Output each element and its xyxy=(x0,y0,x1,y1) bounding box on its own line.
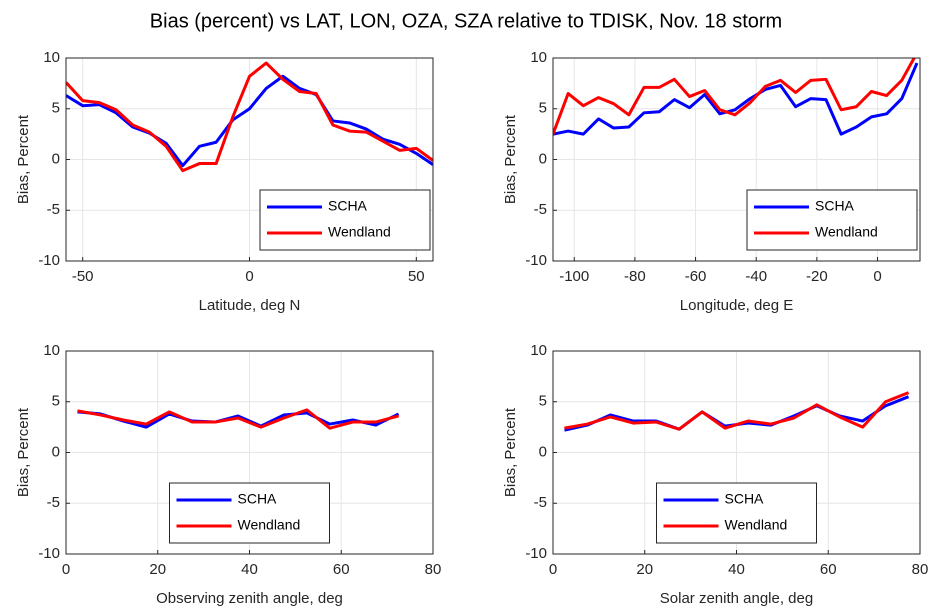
axes-box xyxy=(65,350,434,555)
y-tick-label: 5 xyxy=(539,100,547,117)
x-tick-label: 20 xyxy=(149,561,166,578)
x-tick-label: 80 xyxy=(912,561,929,578)
y-tick-label: 10 xyxy=(43,342,60,359)
x-tick-label: -100 xyxy=(559,268,589,285)
legend-box xyxy=(169,482,330,544)
y-tick-label: 0 xyxy=(52,443,60,460)
y-tick-label: -10 xyxy=(38,545,60,562)
y-tick-label: 10 xyxy=(43,49,60,66)
y-axis-label: Bias, Percent xyxy=(15,407,32,497)
series-line xyxy=(77,410,400,429)
series-line xyxy=(564,391,910,431)
y-tick-label: -5 xyxy=(47,494,60,511)
series-line xyxy=(66,74,433,168)
legend-box xyxy=(746,189,918,251)
y-axis-label: Bias, Percent xyxy=(502,114,519,204)
x-tick-label: 40 xyxy=(728,561,745,578)
y-tick-label: -5 xyxy=(534,494,547,511)
legend-label: SCHA xyxy=(328,198,368,214)
legend-label: Wendland xyxy=(238,517,301,533)
x-tick-label: -60 xyxy=(685,268,707,285)
series-line xyxy=(553,58,916,135)
x-tick-label: 0 xyxy=(549,561,557,578)
series-line xyxy=(66,61,433,173)
y-tick-label: -5 xyxy=(534,201,547,218)
x-axis-label: Latitude, deg N xyxy=(199,297,301,314)
x-tick-label: 20 xyxy=(636,561,653,578)
legend-label: SCHA xyxy=(238,491,278,507)
y-tick-label: 0 xyxy=(539,150,547,167)
legend-box xyxy=(656,482,817,544)
y-tick-label: 10 xyxy=(530,342,547,359)
series-line xyxy=(553,62,919,136)
y-tick-label: 10 xyxy=(530,49,547,66)
y-tick-label: -10 xyxy=(38,252,60,269)
legend: SCHA Wendland xyxy=(259,189,431,251)
x-tick-label: 0 xyxy=(245,268,253,285)
x-axis-label: Solar zenith angle, deg xyxy=(660,590,813,607)
series-line xyxy=(77,408,399,430)
x-tick-label: 0 xyxy=(873,268,881,285)
legend-label: Wendland xyxy=(815,224,878,240)
x-tick-label: 40 xyxy=(241,561,258,578)
x-tick-label: -40 xyxy=(745,268,767,285)
y-tick-label: 0 xyxy=(539,443,547,460)
y-tick-label: 0 xyxy=(52,150,60,167)
legend: SCHA Wendland xyxy=(169,482,330,544)
y-tick-label: 5 xyxy=(539,393,547,410)
axes-box xyxy=(552,57,921,262)
legend-label: Wendland xyxy=(328,224,391,240)
y-tick-label: -10 xyxy=(525,545,547,562)
x-tick-label: 0 xyxy=(62,561,70,578)
axes-box xyxy=(552,350,921,555)
y-tick-label: 5 xyxy=(52,100,60,117)
figure-title: Bias (percent) vs LAT, LON, OZA, SZA rel… xyxy=(150,10,782,32)
legend: SCHA Wendland xyxy=(656,482,817,544)
x-tick-label: -80 xyxy=(624,268,646,285)
x-tick-label: 80 xyxy=(425,561,442,578)
x-tick-label: 60 xyxy=(820,561,837,578)
subplot: -10 -5 0 5 10 0 20 40 60 80 Solar zenith angle, de… xyxy=(502,342,928,607)
legend-label: SCHA xyxy=(815,198,855,214)
x-tick-label: 60 xyxy=(333,561,350,578)
axes-box xyxy=(65,57,434,262)
y-tick-label: -5 xyxy=(47,201,60,218)
y-axis-label: Bias, Percent xyxy=(15,114,32,204)
x-axis-label: Observing zenith angle, deg xyxy=(156,590,343,607)
x-tick-label: -20 xyxy=(806,268,828,285)
y-axis-label: Bias, Percent xyxy=(502,407,519,497)
subplot: -10 -5 0 5 10 -100 -80 -60 -40 -20 0 Longitude, deg… xyxy=(502,49,921,314)
legend-label: Wendland xyxy=(725,517,788,533)
x-axis-label: Longitude, deg E xyxy=(680,297,793,314)
y-tick-label: -10 xyxy=(525,252,547,269)
legend-box xyxy=(259,189,431,251)
x-tick-label: -50 xyxy=(72,268,94,285)
legend: SCHA Wendland xyxy=(746,189,918,251)
legend-label: SCHA xyxy=(725,491,765,507)
y-tick-label: 5 xyxy=(52,393,60,410)
x-tick-label: 50 xyxy=(408,268,425,285)
subplot: -10 -5 0 5 10 0 20 40 60 80 Observing zenith angle… xyxy=(15,342,441,607)
